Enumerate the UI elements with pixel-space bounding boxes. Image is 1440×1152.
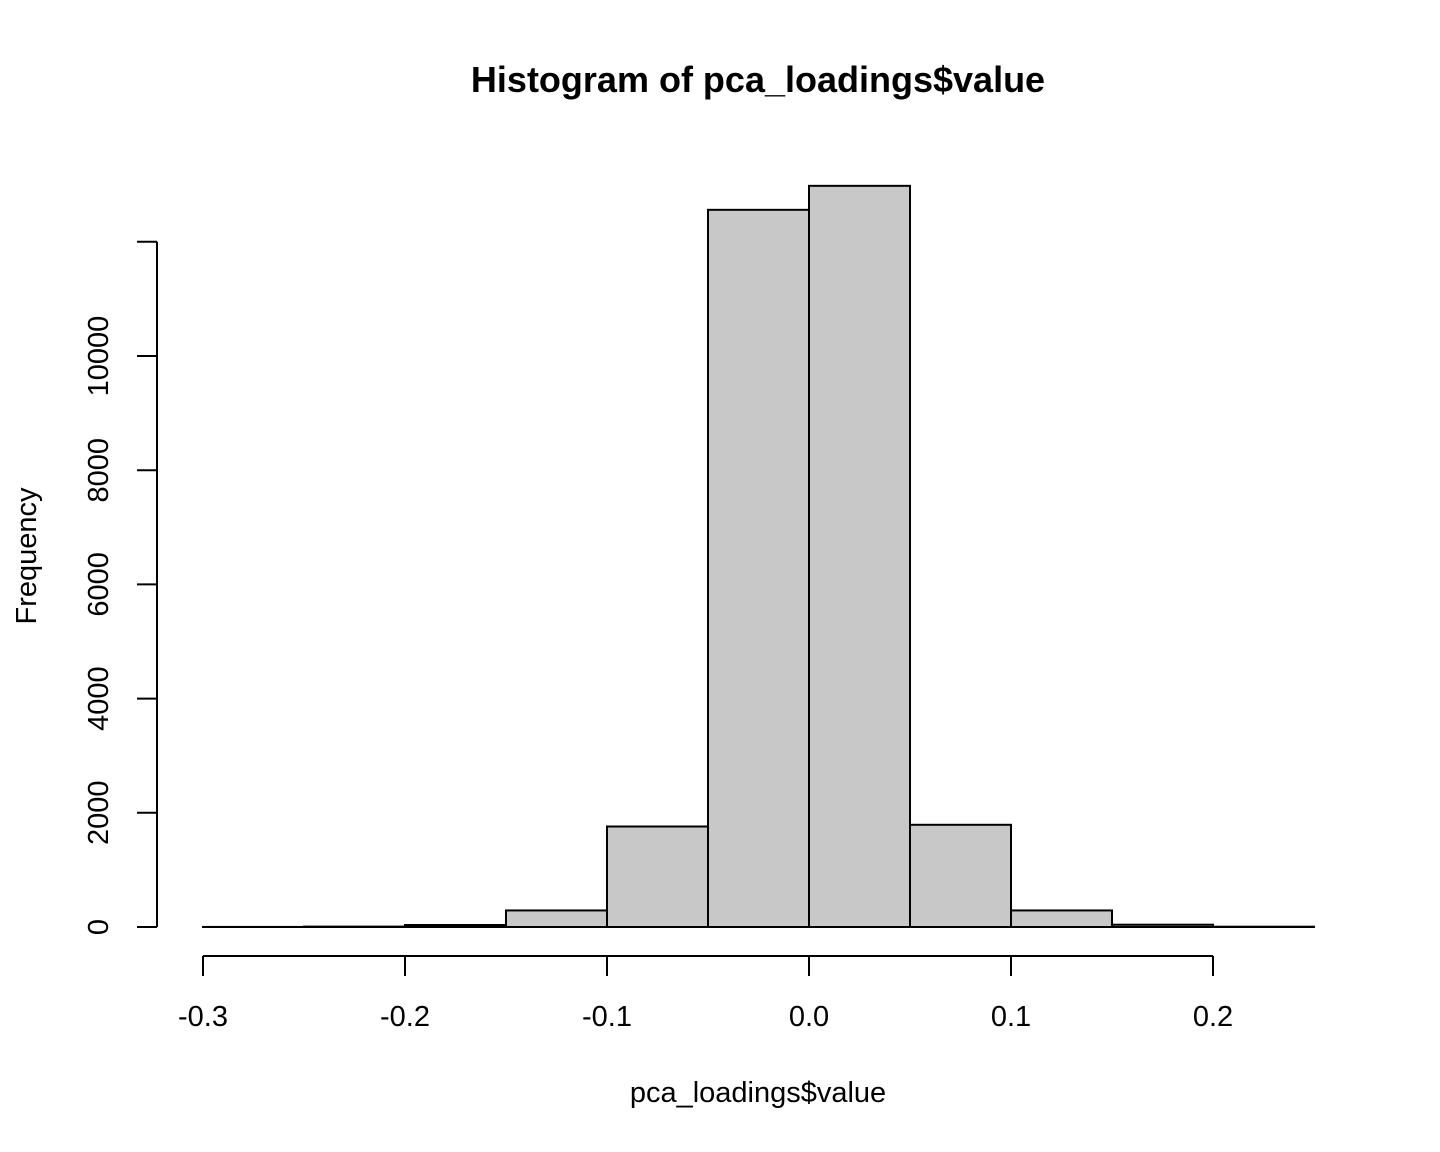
histogram-bars: [202, 184, 1315, 929]
y-axis-label: Frequency: [11, 487, 43, 625]
x-axis: -0.3 -0.2 -0.1 0.0 0.1 0.2: [178, 955, 1233, 1033]
histogram-bar: [1010, 909, 1113, 928]
histogram-bar: [606, 825, 709, 929]
x-tick-label: -0.1: [582, 1001, 632, 1033]
histogram-bar: [1111, 923, 1214, 929]
chart-title: Histogram of pca_loadings$value: [471, 59, 1045, 100]
y-tick-label: 2000: [83, 781, 115, 846]
histogram-bar: [808, 184, 911, 929]
y-tick-label: 6000: [83, 552, 115, 617]
y-tick-label: 4000: [83, 666, 115, 731]
x-tick-label: 0.0: [789, 1001, 829, 1033]
x-tick-label: 0.1: [991, 1001, 1031, 1033]
x-tick-label: 0.2: [1193, 1001, 1233, 1033]
histogram-bar: [505, 909, 608, 928]
histogram-bar: [909, 823, 1012, 929]
x-axis-label: pca_loadings$value: [630, 1077, 886, 1109]
y-tick-label: 8000: [83, 438, 115, 503]
histogram-bar: [404, 924, 507, 929]
y-tick-label: 10000: [83, 316, 115, 397]
y-tick-label: 0: [83, 919, 115, 935]
y-axis: 0 2000 4000 6000 8000 10000: [83, 240, 158, 935]
x-tick-label: -0.3: [178, 1001, 228, 1033]
histogram-bar: [707, 208, 810, 929]
x-tick-label: -0.2: [380, 1001, 430, 1033]
